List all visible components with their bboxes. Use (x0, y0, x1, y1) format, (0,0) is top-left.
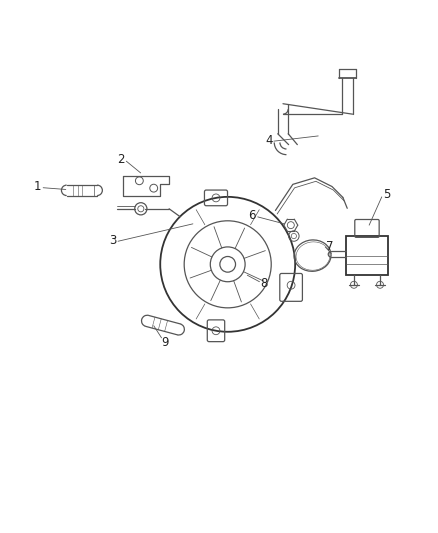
Text: 9: 9 (161, 336, 169, 349)
Text: 2: 2 (117, 154, 125, 166)
Text: 4: 4 (265, 134, 273, 147)
Text: 6: 6 (248, 209, 255, 222)
Text: 1: 1 (33, 180, 41, 193)
Text: 8: 8 (261, 277, 268, 289)
Text: 7: 7 (326, 240, 334, 253)
Bar (346, 236, 388, 275)
Text: 5: 5 (383, 188, 390, 201)
Text: 3: 3 (109, 234, 116, 247)
